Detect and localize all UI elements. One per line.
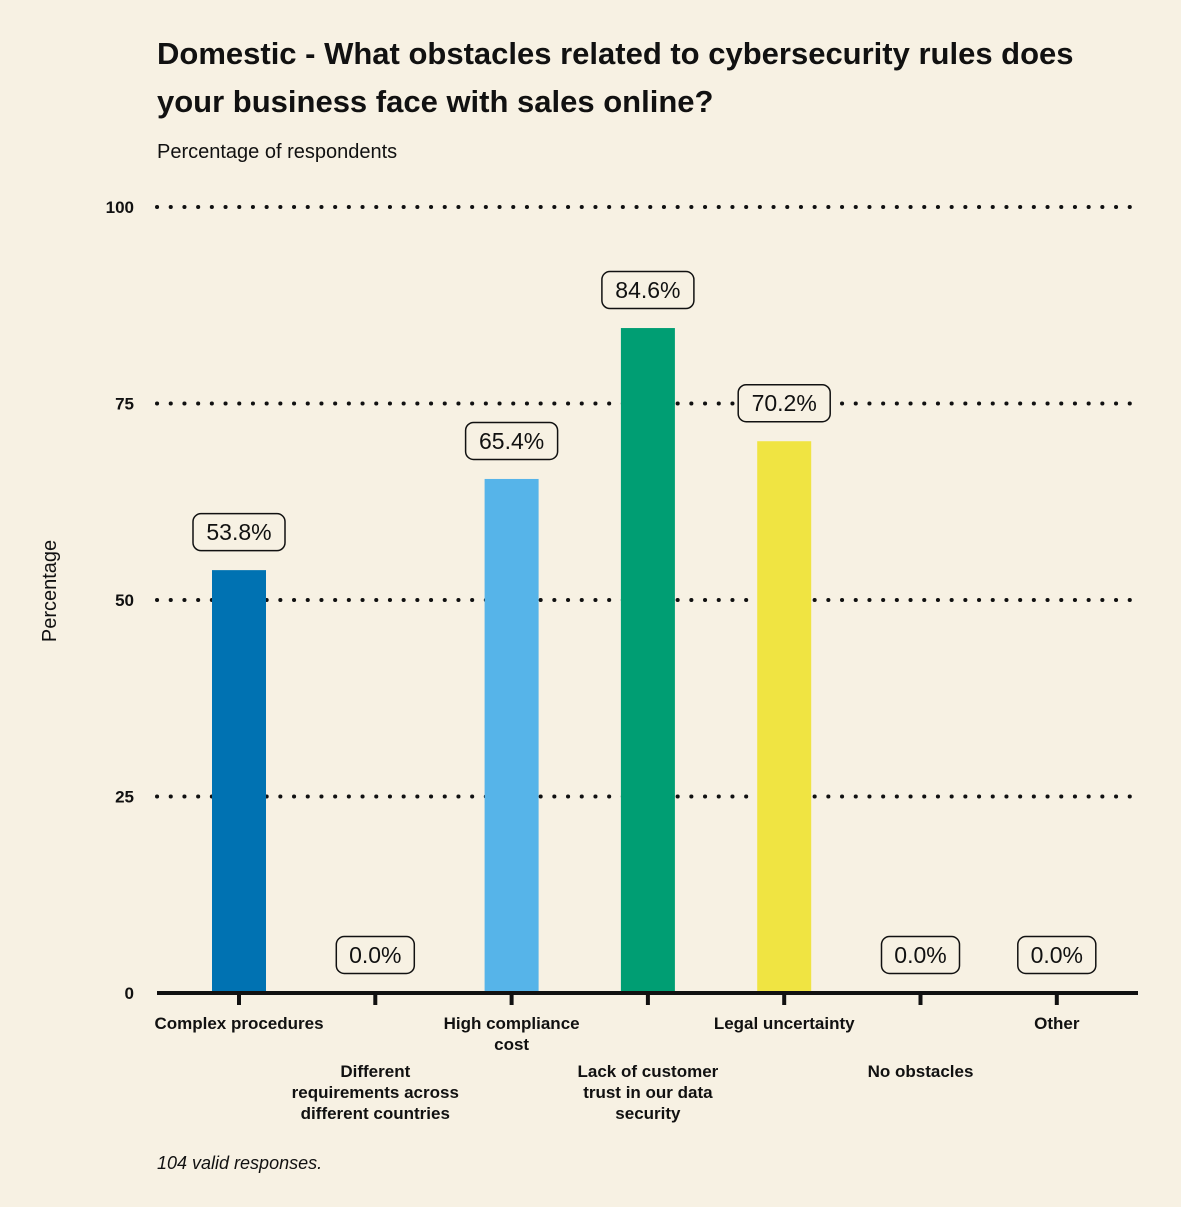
data-labels: 53.8% 0.0% 65.4% 84.6% 70.2% 0.0% 0.0%: [192, 270, 1097, 975]
bar: [212, 570, 266, 993]
data-label-box: [737, 383, 831, 423]
data-label: 0.0%: [894, 942, 946, 968]
data-label: 53.8%: [206, 519, 271, 545]
y-tick-label: 100: [106, 198, 134, 217]
data-label-box: [464, 421, 559, 461]
data-label: 0.0%: [349, 942, 401, 968]
x-category-label: Complex procedures: [154, 1014, 323, 1033]
data-label-box: [601, 270, 695, 310]
data-label: 70.2%: [752, 390, 817, 416]
bars: [212, 328, 812, 993]
y-tick-label: 75: [115, 395, 134, 414]
data-label-box: [880, 935, 961, 975]
x-category-label: High compliance cost: [444, 1014, 580, 1054]
x-category-label: Other: [1034, 1014, 1080, 1033]
data-label-box: [1017, 935, 1097, 975]
bar: [620, 328, 675, 993]
bar: [757, 441, 812, 993]
x-category-label: No obstacles: [868, 1062, 974, 1081]
data-label-box: [335, 935, 416, 975]
x-category-label: Different requirements across different co…: [292, 1062, 459, 1123]
x-axis-ticks: [237, 993, 1059, 1005]
data-label: 65.4%: [479, 428, 544, 454]
gridlines: [155, 205, 1140, 799]
chart-title: Domestic - What obstacles related to cyb…: [157, 36, 1074, 119]
chart-subtitle: Percentage of respondents: [157, 141, 398, 163]
x-axis-category-labels: Complex procedures Different requirements …: [154, 1014, 1079, 1123]
y-tick-label: 50: [115, 591, 134, 610]
data-label-box: [192, 512, 286, 552]
x-category-label: Legal uncertainty: [714, 1014, 855, 1033]
x-category-label: Lack of customer trust in our data securit…: [578, 1062, 719, 1123]
y-axis-tick-labels: 0 25 50 75 100: [106, 198, 134, 1003]
data-label: 84.6%: [615, 277, 680, 303]
chart-footnote: 104 valid responses.: [157, 1153, 323, 1173]
y-axis-title: Percentage: [39, 540, 61, 642]
y-tick-label: 25: [115, 788, 134, 807]
y-tick-label: 0: [125, 984, 134, 1003]
data-label: 0.0%: [1031, 942, 1083, 968]
bar: [484, 478, 539, 993]
